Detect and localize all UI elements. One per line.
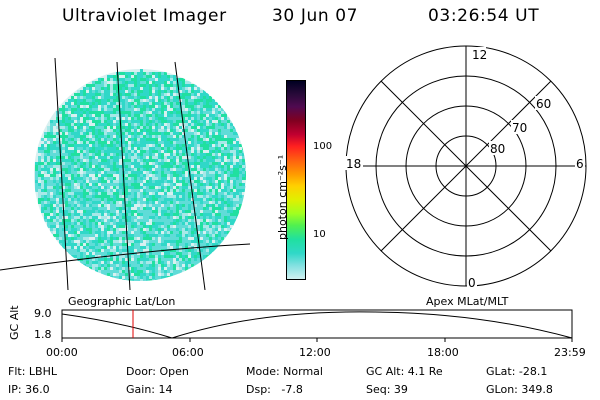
seq-info: Seq: 39 [366,383,408,396]
dsp-info: Dsp: -7.8 [246,383,303,396]
apex-title: Apex MLat/MLT [426,295,509,308]
mlt-label-18: 18 [346,157,361,171]
x-tick-2359: 23:59 [554,346,586,359]
lat-label-80: 80 [490,142,505,156]
gc-alt-info: GC Alt: 4.1 Re [366,365,443,378]
orbit-plot-frame [61,309,573,339]
geographic-grid [0,57,251,290]
meridian-line [174,61,206,290]
y-tick-9: 9.0 [34,307,52,320]
lat-label-70: 70 [512,121,527,135]
meridian-line [116,61,131,290]
x-tick-1800: 18:00 [427,346,459,359]
y-tick-1-8: 1.8 [34,328,52,341]
filter-info: Flt: LBHL [8,365,57,378]
door-info: Door: Open [126,365,189,378]
mode-info: Mode: Normal [246,365,323,378]
gain-info: Gain: 14 [126,383,173,396]
date-label: 30 Jun 07 [272,6,359,26]
y-axis-label: GC Alt [8,305,21,340]
glat-info: GLat: -28.1 [486,365,548,378]
time-label: 03:26:54 UT [428,6,540,26]
x-tick-0000: 00:00 [46,346,78,359]
colorbar-tick-10: 10 [313,229,326,240]
mlt-label-12: 12 [472,48,487,62]
lat-label-60: 60 [536,97,551,111]
disk-pixels [35,69,246,281]
mlt-label-6: 6 [576,157,584,171]
latitude-line [0,243,251,271]
glon-info: GLon: 349.8 [486,383,553,396]
color-scale-bar [286,80,306,280]
x-tick-1200: 12:00 [299,346,331,359]
polar-diagonal [380,80,552,252]
orbit-altitude-curve [61,311,573,339]
ip-info: IP: 36.0 [8,383,50,396]
geographic-title: Geographic Lat/Lon [68,295,176,308]
colorbar-tick-100: 100 [313,141,333,152]
meridian-line [54,57,69,290]
mlt-label-0: 0 [468,276,476,290]
x-tick-0600: 06:00 [172,346,204,359]
instrument-title: Ultraviolet Imager [62,6,227,26]
